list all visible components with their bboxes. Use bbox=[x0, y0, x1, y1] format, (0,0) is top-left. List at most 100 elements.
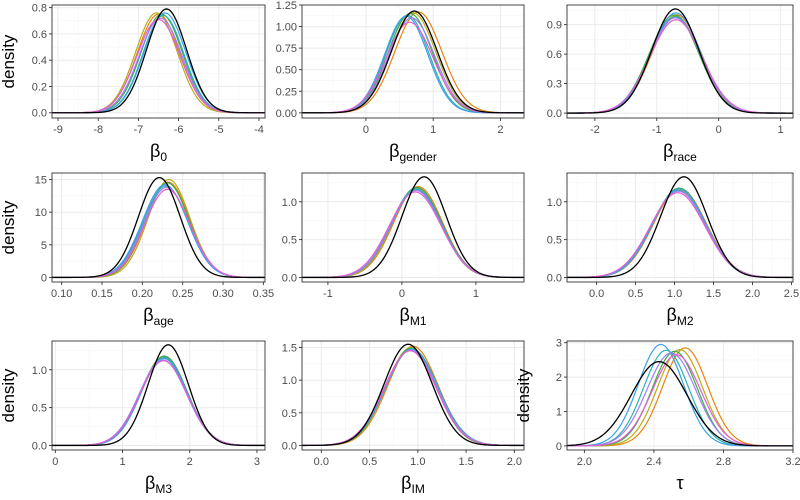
y-tick-label: 1.00 bbox=[276, 22, 297, 34]
density-curve-6 bbox=[567, 190, 793, 279]
y-tick-label: 1.5 bbox=[282, 343, 297, 355]
x-axis-subscript: age bbox=[154, 314, 174, 328]
density-curve-7 bbox=[52, 188, 265, 279]
x-axis-subscript: 0 bbox=[160, 150, 167, 164]
x-tick-label: 0 bbox=[52, 456, 58, 468]
curves bbox=[52, 176, 265, 279]
density-curve-7 bbox=[567, 354, 793, 447]
y-tick-label: 0.3 bbox=[547, 79, 562, 91]
density-curve-5 bbox=[302, 15, 524, 114]
x-tick-label: 3 bbox=[254, 456, 260, 468]
x-axis-title: βM2 bbox=[666, 305, 693, 328]
density-curve-4 bbox=[52, 185, 265, 279]
x-tick-label: 0 bbox=[716, 124, 722, 136]
curves bbox=[302, 176, 524, 279]
panel-1: 0 1 2 0.00 0.25 0.50 0.75 1.00 1.25 βgender bbox=[276, 0, 525, 164]
x-tick-label: 2.0 bbox=[507, 456, 522, 468]
panel-8: 2.0 2.4 2.8 3.2 0 1 2 3 τ density bbox=[514, 338, 800, 493]
grid bbox=[52, 173, 265, 282]
x-tick-label: 1.5 bbox=[706, 288, 721, 300]
y-tick-label: 0.5 bbox=[282, 235, 297, 247]
density-curve-0 bbox=[567, 360, 793, 447]
x-tick-label: 1.0 bbox=[667, 288, 682, 300]
density-curve-0 bbox=[567, 8, 793, 114]
density-curve-4 bbox=[567, 349, 793, 447]
grid bbox=[52, 5, 265, 118]
x-tick-label: 2 bbox=[497, 124, 503, 136]
density-curve-0 bbox=[52, 176, 265, 279]
density-curve-5 bbox=[302, 189, 524, 279]
density-curve-2 bbox=[302, 12, 524, 114]
density-curve-3 bbox=[302, 13, 524, 114]
grid bbox=[302, 341, 524, 450]
panel-border bbox=[51, 340, 266, 451]
density-curve-7 bbox=[567, 19, 793, 114]
x-tick-label: 2.0 bbox=[577, 456, 592, 468]
x-axis-subscript: IM bbox=[412, 482, 425, 496]
density-curve-3 bbox=[302, 186, 524, 279]
x-tick-label: 2.4 bbox=[646, 456, 661, 468]
x-tick-label: 1.0 bbox=[410, 456, 425, 468]
density-curve-0 bbox=[52, 344, 265, 447]
y-axis-title: density bbox=[0, 200, 18, 254]
x-tick-label: 1 bbox=[778, 124, 784, 136]
panel-border bbox=[301, 172, 525, 283]
density-curve-2 bbox=[567, 349, 793, 447]
density-curve-5 bbox=[52, 184, 265, 279]
density-curve-3 bbox=[52, 182, 265, 279]
density-curve-7 bbox=[302, 191, 524, 279]
density-curve-0 bbox=[302, 343, 524, 447]
density-curve-6 bbox=[52, 359, 265, 447]
y-tick-label: 1 bbox=[556, 406, 562, 418]
x-tick-label: -9 bbox=[53, 124, 63, 136]
y-tick-label: 2 bbox=[556, 372, 562, 384]
curves bbox=[567, 343, 793, 447]
grid bbox=[302, 173, 524, 282]
y-tick-label: 0.0 bbox=[32, 440, 47, 452]
y-tick-label: 0.0 bbox=[282, 272, 297, 284]
density-curve-7 bbox=[567, 192, 793, 279]
panel-5: 0.0 0.5 1.0 1.5 2.0 2.5 0.0 0.5 1.0 βM2 bbox=[547, 172, 799, 328]
density-curve-5 bbox=[52, 357, 265, 447]
y-tick-label: 1.0 bbox=[32, 365, 47, 377]
x-axis-subscript: gender bbox=[399, 150, 436, 164]
y-tick-label: 0.8 bbox=[32, 3, 47, 15]
x-tick-label: -2 bbox=[590, 124, 600, 136]
x-axis-symbol: τ bbox=[676, 473, 683, 493]
x-axis-title: βrace bbox=[663, 141, 697, 164]
x-tick-label: 2 bbox=[187, 456, 193, 468]
density-curve-3 bbox=[302, 347, 524, 447]
density-curve-7 bbox=[302, 350, 524, 447]
curves bbox=[302, 10, 524, 114]
panel-border bbox=[566, 172, 794, 283]
panel-2: -2 -1 0 1 0.0 0.3 0.6 0.9 βrace bbox=[547, 4, 794, 164]
panel-6: 0 1 2 3 0.0 0.5 1.0 βM3 density bbox=[0, 340, 266, 496]
x-axis-symbol: β bbox=[666, 305, 676, 325]
x-axis-symbol: β bbox=[389, 141, 399, 161]
y-tick-label: 15 bbox=[35, 175, 47, 187]
y-tick-label: 0.0 bbox=[547, 272, 562, 284]
panel-7: 0.0 0.5 1.0 1.5 2.0 0.0 0.5 1.0 1.5 βIM bbox=[282, 340, 525, 496]
x-axis-symbol: β bbox=[145, 473, 155, 493]
panel-0: -9 -8 -7 -6 -5 -4 0.0 0.2 0.4 0.6 0.8 β0 density bbox=[0, 3, 266, 164]
grid bbox=[52, 341, 265, 450]
y-tick-label: 0.50 bbox=[276, 65, 297, 77]
density-curve-0 bbox=[52, 8, 265, 114]
y-tick-label: 0.2 bbox=[32, 81, 47, 93]
x-tick-label: 0.10 bbox=[51, 288, 72, 300]
x-tick-label: 0.0 bbox=[589, 288, 604, 300]
y-tick-label: 0.4 bbox=[32, 55, 47, 67]
y-tick-label: 10 bbox=[35, 207, 47, 219]
curves bbox=[302, 343, 524, 447]
density-curve-4 bbox=[567, 189, 793, 279]
density-curve-6 bbox=[302, 349, 524, 447]
y-tick-label: 0.00 bbox=[276, 108, 297, 120]
x-tick-label: 0.25 bbox=[172, 288, 193, 300]
curves bbox=[52, 344, 265, 447]
panel-3: 0.10 0.15 0.20 0.25 0.30 0.35 0 5 10 15 βage densit… bbox=[0, 172, 274, 328]
panel-border bbox=[51, 172, 266, 283]
panel-border bbox=[301, 4, 525, 119]
x-tick-label: 1 bbox=[430, 124, 436, 136]
panel-border bbox=[566, 340, 794, 451]
